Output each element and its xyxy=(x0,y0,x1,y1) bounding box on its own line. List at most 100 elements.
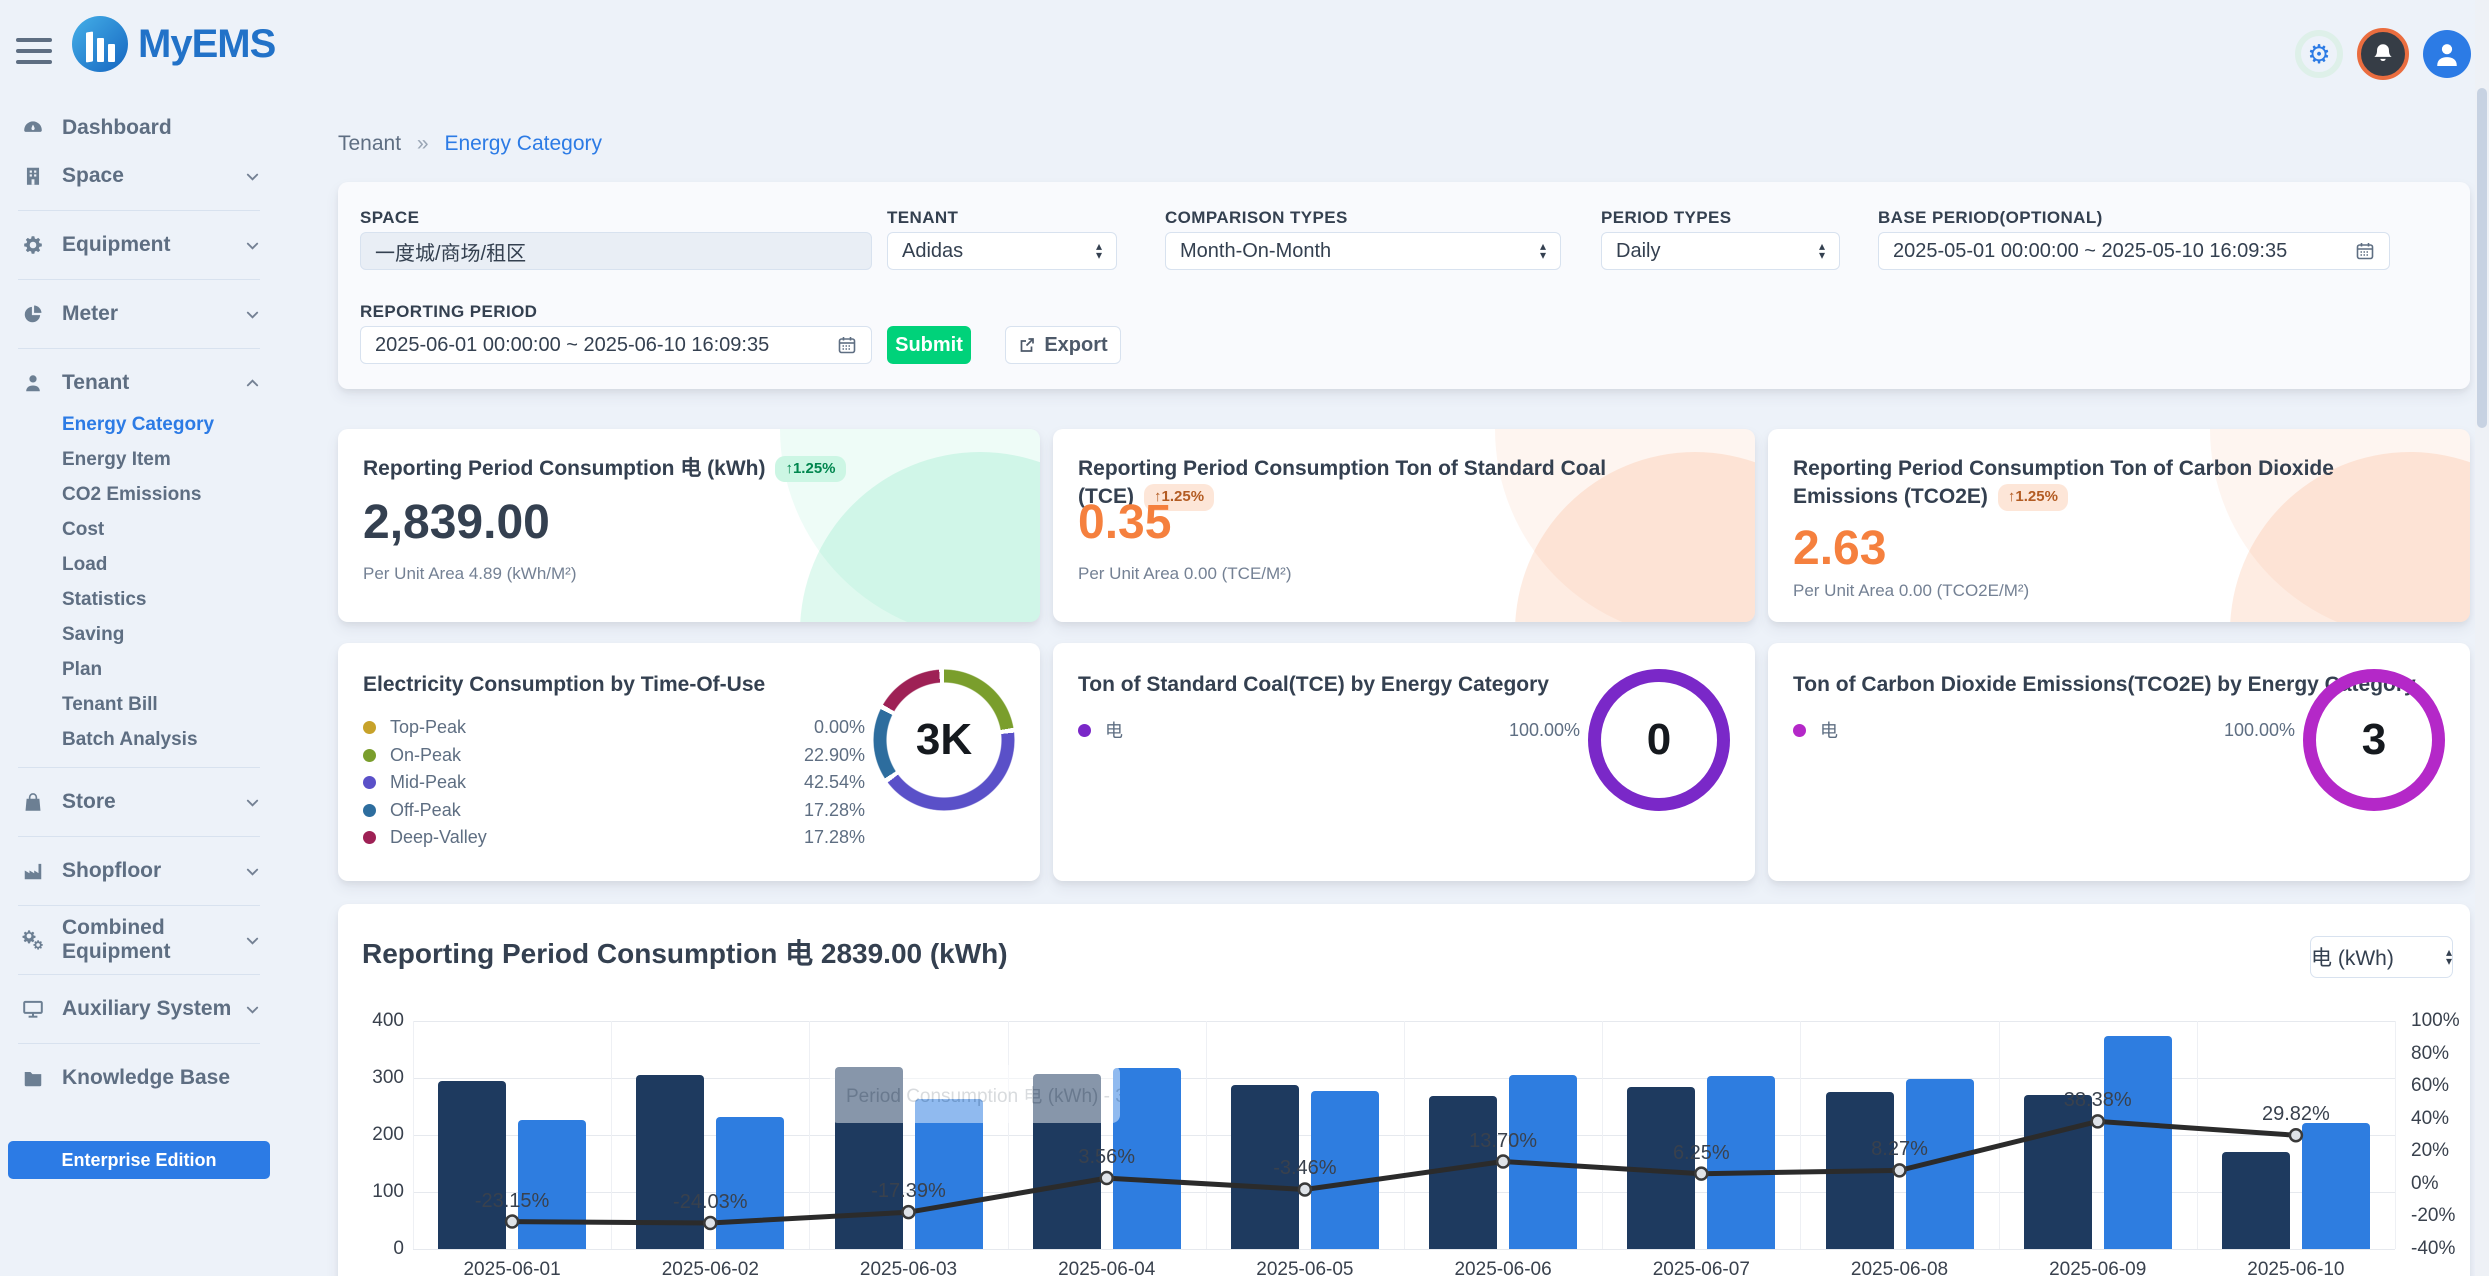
submit-button[interactable]: Submit xyxy=(887,326,971,364)
sidebar-item-meter[interactable]: Meter xyxy=(0,290,278,338)
base-period-consumption-bar[interactable] xyxy=(834,1066,903,1249)
change-badge: ↑1.25% xyxy=(1144,484,1215,511)
line-point-marker[interactable] xyxy=(1297,1182,1313,1197)
sidebar-subitem-saving[interactable]: Saving xyxy=(62,623,125,645)
line-point-marker[interactable] xyxy=(2090,1114,2105,1129)
line-point-marker[interactable] xyxy=(1892,1163,1907,1178)
legend-item-top-peak[interactable]: Top-Peak 0.00% xyxy=(363,717,865,738)
reporting-period-consumption-bar[interactable] xyxy=(2103,1035,2172,1249)
hamburger-menu-icon[interactable] xyxy=(16,38,52,71)
line-point-marker[interactable] xyxy=(1495,1154,1511,1169)
x-axis-label: 2025-06-07 xyxy=(1652,1259,1750,1276)
gridline xyxy=(413,1021,414,1249)
reporting-period-consumption-bar[interactable] xyxy=(2301,1123,2370,1249)
base-period-consumption-bar[interactable] xyxy=(438,1080,507,1249)
base-period-consumption-bar[interactable] xyxy=(2023,1095,2092,1249)
x-axis-label: 2025-06-01 xyxy=(463,1259,561,1276)
sidebar-item-auxiliary-system[interactable]: Auxiliary System xyxy=(0,985,278,1033)
sidebar-subitem-batch-analysis[interactable]: Batch Analysis xyxy=(62,728,198,750)
sidebar-subitem-energy-item[interactable]: Energy Item xyxy=(62,448,171,470)
breadcrumb-parent[interactable]: Tenant xyxy=(338,132,402,155)
breadcrumb-current: Energy Category xyxy=(444,132,603,155)
sidebar-item-label: Equipment xyxy=(62,233,171,256)
export-button[interactable]: Export xyxy=(1005,326,1121,364)
enterprise-edition-button[interactable]: Enterprise Edition xyxy=(8,1141,270,1179)
period-types-select[interactable]: Daily ▴ ▾ xyxy=(1601,232,1840,270)
select-arrows-icon: ▴ ▾ xyxy=(1539,239,1546,262)
base-period-consumption-bar[interactable] xyxy=(2221,1152,2290,1249)
line-point-marker[interactable] xyxy=(703,1215,718,1231)
y-axis-right-tick: -20% xyxy=(2411,1205,2456,1227)
line-point-marker[interactable] xyxy=(1099,1170,1114,1186)
stat-card-value: 2.63 xyxy=(1793,522,1887,575)
tenant-select[interactable]: Adidas ▴ ▾ xyxy=(887,232,1117,270)
sidebar-subitem-plan[interactable]: Plan xyxy=(62,658,103,680)
legend-item-on-peak[interactable]: On-Peak 22.90% xyxy=(363,745,865,766)
change-badge: ↑1.25% xyxy=(775,456,846,483)
reporting-period-consumption-bar[interactable] xyxy=(518,1119,587,1249)
logo-building-icon xyxy=(72,16,128,72)
sidebar-item-dashboard[interactable]: Dashboard xyxy=(0,104,278,152)
sidebar-subitem-statistics[interactable]: Statistics xyxy=(62,588,147,610)
settings-gear-icon[interactable]: ⚙ xyxy=(2295,30,2343,78)
sidebar-subitem-energy-category[interactable]: Energy Category xyxy=(62,413,215,435)
legend-item-mid-peak[interactable]: Mid-Peak 42.54% xyxy=(363,772,865,793)
stat-card-value: 2,839.00 xyxy=(363,496,550,549)
legend-dot-icon xyxy=(363,748,376,762)
breadcrumb: Tenant » Energy Category xyxy=(338,132,602,156)
legend-item-deep-valley[interactable]: Deep-Valley 17.28% xyxy=(363,827,865,848)
reporting-period-consumption-bar[interactable] xyxy=(716,1116,785,1249)
sidebar-item-knowledge-base[interactable]: Knowledge Base xyxy=(0,1054,278,1102)
scrollbar-thumb[interactable] xyxy=(2477,88,2487,428)
sidebar-item-label: Meter xyxy=(62,302,119,325)
gridline xyxy=(1205,1021,1207,1249)
legend-dot-icon xyxy=(363,776,376,789)
line-point-marker[interactable] xyxy=(2288,1128,2304,1143)
base-period-consumption-bar[interactable] xyxy=(636,1075,705,1249)
chart-unit-select[interactable]: 电 (kWh) ▴ ▾ xyxy=(2310,936,2453,978)
sidebar-subitem-co2-emissions[interactable]: CO2 Emissions xyxy=(62,483,202,505)
line-point-marker[interactable] xyxy=(1694,1166,1709,1181)
bar-chart-plot: -23.15% -24.03% -17.39% 3.56% -3.46% 13.70% 6.… xyxy=(413,1021,2396,1250)
calendar-icon xyxy=(2355,241,2375,261)
legend-item-off-peak[interactable]: Off-Peak 17.28% xyxy=(363,800,865,821)
sidebar-subitem-cost[interactable]: Cost xyxy=(62,518,105,540)
chevron-down-icon xyxy=(245,933,260,948)
sidebar-item-store[interactable]: Store xyxy=(0,778,278,826)
sidebar-item-label: Combined Equipment xyxy=(62,916,171,963)
page-scrollbar[interactable] xyxy=(2475,0,2489,1276)
space-input[interactable]: 一度城/商场/租区 xyxy=(360,232,872,270)
sidebar-subitem-tenant-bill[interactable]: Tenant Bill xyxy=(62,693,158,715)
comparison-types-select[interactable]: Month-On-Month ▴ ▾ xyxy=(1165,232,1561,270)
legend-dot-icon xyxy=(363,831,376,844)
reporting-period-consumption-bar[interactable] xyxy=(1707,1076,1776,1249)
line-point-label: 8.27% xyxy=(1871,1138,1928,1161)
logo-text: MyEMS xyxy=(138,21,276,66)
line-point-marker[interactable] xyxy=(901,1204,916,1220)
sidebar-item-space[interactable]: Space xyxy=(0,152,278,200)
donut-chart: 0 xyxy=(1588,669,1730,811)
reporting-period-consumption-bar[interactable] xyxy=(1112,1067,1181,1249)
sidebar-item-shopfloor[interactable]: Shopfloor xyxy=(0,847,278,895)
chevron-down-icon xyxy=(245,307,260,322)
sidebar-subitem-load[interactable]: Load xyxy=(62,553,108,575)
base-period-input[interactable]: 2025-05-01 00:00:00 ~ 2025-05-10 16:09:3… xyxy=(1878,232,2390,270)
sidebar-item-tenant[interactable]: Tenant xyxy=(0,359,278,407)
app-logo[interactable]: MyEMS xyxy=(72,16,276,72)
base-period-consumption-bar[interactable] xyxy=(1032,1074,1101,1249)
stat-card-subtitle: Per Unit Area 0.00 (TCE/M²) xyxy=(1078,564,1292,583)
sidebar-item-equipment[interactable]: Equipment xyxy=(0,221,278,269)
legend-label: Off-Peak xyxy=(390,799,461,820)
line-point-marker[interactable] xyxy=(504,1214,520,1229)
base-period-consumption-bar[interactable] xyxy=(1230,1085,1299,1249)
reporting-period-consumption-bar[interactable] xyxy=(914,1098,983,1249)
legend-item--[interactable]: 电 100.00% xyxy=(1078,717,1580,743)
user-avatar-icon[interactable] xyxy=(2423,30,2471,78)
reporting-period-input[interactable]: 2025-06-01 00:00:00 ~ 2025-06-10 16:09:3… xyxy=(360,326,872,364)
sidebar-item-combined-equipment[interactable]: Combined Equipment xyxy=(0,916,278,964)
y-axis-right-tick: 0% xyxy=(2411,1172,2439,1194)
legend-item--[interactable]: 电 100.00% xyxy=(1793,717,2295,743)
notifications-bell-icon[interactable] xyxy=(2357,28,2409,80)
reporting-period-consumption-bar[interactable] xyxy=(1310,1091,1379,1249)
y-axis-left-tick: 100 xyxy=(372,1181,404,1202)
